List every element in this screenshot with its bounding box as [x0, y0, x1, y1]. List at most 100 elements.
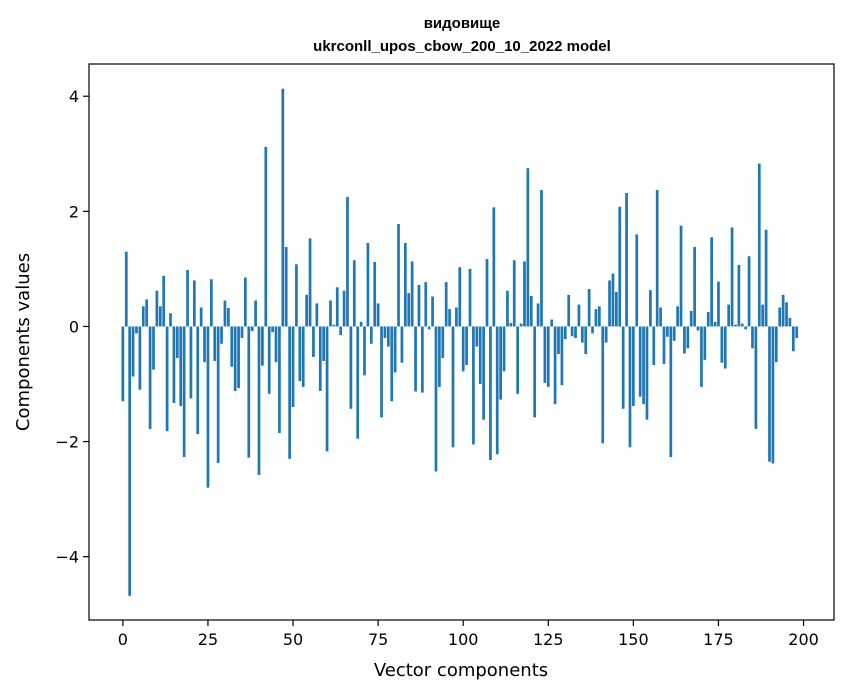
bar-190 — [768, 326, 771, 462]
bar-92 — [434, 326, 438, 472]
bar-192 — [774, 326, 778, 363]
bar-163 — [676, 306, 679, 327]
bar-111 — [499, 326, 502, 400]
bar-108 — [489, 326, 492, 460]
bar-8 — [148, 326, 152, 429]
bar-19 — [186, 270, 189, 327]
bar-175 — [717, 281, 720, 327]
bar-20 — [189, 326, 193, 399]
bar-170 — [700, 326, 703, 387]
bar-104 — [475, 326, 479, 347]
x-tick-label: 100 — [448, 630, 479, 649]
y-tick-label: −2 — [55, 433, 79, 452]
bar-74 — [373, 262, 377, 327]
x-tick-label: 0 — [118, 630, 128, 649]
plot-frame — [88, 63, 835, 621]
bar-146 — [618, 206, 622, 327]
bar-28 — [216, 326, 220, 463]
bar-116 — [516, 326, 520, 394]
bar-17 — [179, 326, 183, 406]
bar-131 — [567, 294, 571, 327]
bar-145 — [614, 291, 618, 327]
bar-178 — [727, 304, 731, 327]
bar-160 — [666, 326, 669, 337]
bar-14 — [169, 313, 172, 327]
x-tick-label: 75 — [368, 630, 388, 649]
bar-38 — [250, 326, 254, 332]
bar-7 — [145, 299, 149, 327]
bar-184 — [747, 256, 751, 327]
bar-63 — [335, 287, 339, 327]
bar-76 — [380, 326, 383, 418]
bar-129 — [560, 326, 564, 386]
bar-45 — [274, 326, 278, 363]
bar-44 — [271, 326, 274, 333]
bar-89 — [424, 282, 428, 327]
bar-195 — [785, 302, 788, 327]
bar-99 — [458, 267, 462, 327]
bar-187 — [757, 163, 761, 327]
bar-153 — [642, 326, 645, 405]
bar-159 — [662, 326, 666, 364]
bar-4 — [135, 326, 138, 334]
bar-164 — [679, 225, 683, 327]
x-tick-label: 125 — [533, 630, 564, 649]
bar-98 — [455, 307, 458, 327]
bar-183 — [744, 326, 748, 330]
bar-59 — [322, 326, 326, 361]
chart-subtitle: ukrconll_upos_cbow_200_10_2022 model — [313, 38, 611, 55]
bar-81 — [397, 224, 400, 327]
bar-48 — [284, 247, 288, 327]
bar-75 — [376, 303, 380, 327]
bar-68 — [352, 260, 356, 327]
bar-166 — [686, 326, 690, 349]
bar-141 — [601, 326, 605, 444]
bars-group — [121, 88, 799, 596]
x-tick-label: 200 — [788, 630, 819, 649]
bar-9 — [152, 326, 155, 370]
bar-191 — [771, 326, 775, 464]
bar-158 — [659, 307, 662, 327]
bar-144 — [611, 273, 615, 327]
bar-101 — [465, 326, 468, 366]
bar-165 — [683, 326, 686, 354]
bar-66 — [346, 196, 349, 327]
bar-13 — [165, 326, 169, 432]
x-axis-label: Vector components — [374, 660, 548, 681]
bar-58 — [318, 326, 322, 391]
bar-96 — [448, 309, 451, 327]
bar-37 — [247, 326, 251, 458]
bar-67 — [349, 326, 353, 409]
y-axis-ticks: −4 −2 0 2 4 — [55, 87, 89, 567]
bar-1 — [124, 251, 128, 327]
bar-90 — [427, 326, 431, 330]
bar-148 — [625, 192, 628, 327]
y-tick-label: 2 — [69, 202, 79, 221]
bar-6 — [141, 306, 145, 327]
bar-88 — [421, 326, 424, 393]
bar-53 — [301, 326, 305, 387]
bar-179 — [730, 227, 734, 327]
bar-136 — [584, 326, 588, 355]
bar-29 — [220, 326, 223, 344]
bar-18 — [182, 326, 186, 458]
bar-106 — [482, 326, 485, 420]
bar-135 — [580, 326, 584, 343]
bar-130 — [563, 326, 567, 340]
bar-138 — [591, 326, 594, 334]
bar-154 — [645, 326, 649, 420]
bar-12 — [162, 275, 166, 327]
bar-22 — [196, 326, 200, 435]
bar-167 — [689, 310, 693, 327]
bar-3 — [131, 326, 135, 377]
bar-103 — [472, 326, 475, 445]
bar-79 — [390, 326, 394, 402]
bar-117 — [519, 323, 523, 327]
y-axis-label: Components values — [13, 253, 34, 431]
bar-31 — [227, 308, 230, 327]
bar-196 — [788, 317, 792, 327]
bar-62 — [332, 324, 336, 327]
bar-65 — [342, 290, 346, 327]
bar-40 — [257, 326, 261, 475]
bar-169 — [696, 326, 700, 331]
